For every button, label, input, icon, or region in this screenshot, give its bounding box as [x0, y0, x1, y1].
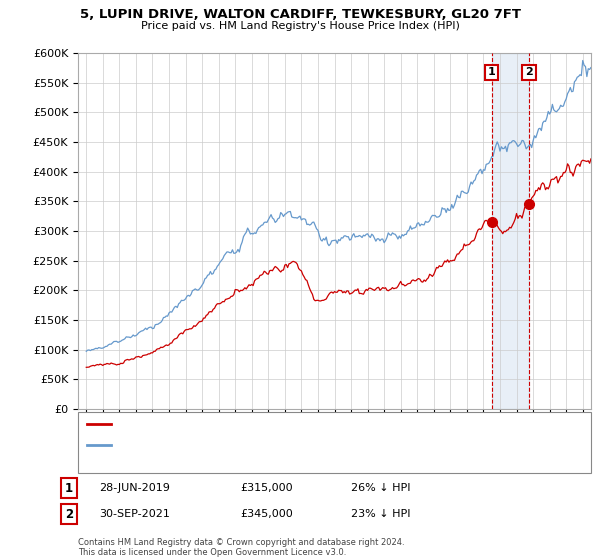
Text: Contains HM Land Registry data © Crown copyright and database right 2024.
This d: Contains HM Land Registry data © Crown c… [78, 538, 404, 557]
Text: 2: 2 [525, 67, 533, 77]
Text: 30-SEP-2021: 30-SEP-2021 [99, 509, 170, 519]
Text: £345,000: £345,000 [240, 509, 293, 519]
Text: 1: 1 [488, 67, 496, 77]
Text: 5, LUPIN DRIVE, WALTON CARDIFF, TEWKESBURY, GL20 7FT (detached house): 5, LUPIN DRIVE, WALTON CARDIFF, TEWKESBU… [115, 419, 496, 429]
Text: 26% ↓ HPI: 26% ↓ HPI [351, 483, 410, 493]
Text: £315,000: £315,000 [240, 483, 293, 493]
Text: 23% ↓ HPI: 23% ↓ HPI [351, 509, 410, 519]
Text: Price paid vs. HM Land Registry's House Price Index (HPI): Price paid vs. HM Land Registry's House … [140, 21, 460, 31]
Text: 1: 1 [65, 482, 73, 495]
Text: 28-JUN-2019: 28-JUN-2019 [99, 483, 170, 493]
Text: 2: 2 [65, 507, 73, 521]
Text: 5, LUPIN DRIVE, WALTON CARDIFF, TEWKESBURY, GL20 7FT: 5, LUPIN DRIVE, WALTON CARDIFF, TEWKESBU… [79, 8, 521, 21]
Text: HPI: Average price, detached house, Tewkesbury: HPI: Average price, detached house, Tewk… [115, 440, 353, 450]
Bar [492, 53, 529, 409]
